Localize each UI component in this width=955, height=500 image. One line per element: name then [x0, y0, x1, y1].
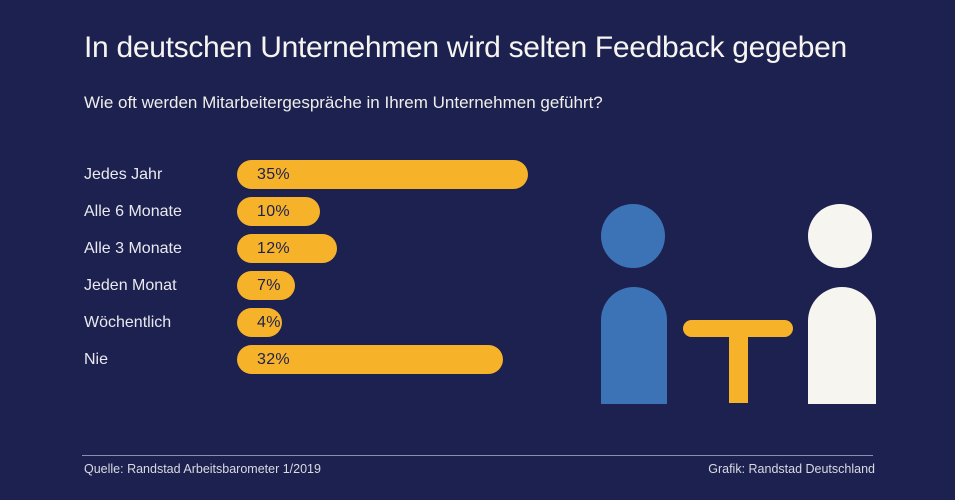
- bar: 10%: [237, 197, 320, 226]
- chart-row: Alle 3 Monate 12%: [84, 234, 528, 263]
- category-label: Wöchentlich: [84, 313, 172, 331]
- bar: 35%: [237, 160, 528, 189]
- person-white-body-icon: [808, 287, 876, 404]
- bar: 32%: [237, 345, 503, 374]
- chart-row: Alle 6 Monate 10%: [84, 197, 528, 226]
- chart-row: Wöchentlich 4%: [84, 308, 528, 337]
- page-title: In deutschen Unternehmen wird selten Fee…: [84, 31, 847, 64]
- person-white-head-icon: [808, 204, 872, 268]
- category-label: Alle 3 Monate: [84, 239, 182, 257]
- footer-divider: [82, 455, 873, 456]
- bar: 4%: [237, 308, 282, 337]
- category-label: Jedes Jahr: [84, 165, 163, 183]
- person-blue-body-icon: [601, 287, 667, 404]
- chart-row: Jedes Jahr 35%: [84, 160, 528, 189]
- footer-source: Quelle: Randstad Arbeitsbarometer 1/2019: [84, 462, 321, 476]
- chart-question-subtitle: Wie oft werden Mitarbeitergespräche in I…: [84, 93, 603, 112]
- bar-value-label: 35%: [257, 165, 290, 183]
- bar: 12%: [237, 234, 337, 263]
- bar-value-label: 4%: [257, 313, 281, 331]
- table-top-icon: [683, 320, 793, 337]
- footer-credit: Grafik: Randstad Deutschland: [708, 462, 875, 476]
- chart-rows: Jedes Jahr 35% Alle 6 Monate 10% Alle 3 Mona…: [84, 160, 528, 374]
- category-label: Jeden Monat: [84, 276, 177, 294]
- table-stem-icon: [729, 334, 748, 403]
- bar: 7%: [237, 271, 295, 300]
- bar-value-label: 10%: [257, 202, 290, 220]
- bar-value-label: 32%: [257, 350, 290, 368]
- bar-value-label: 7%: [257, 276, 281, 294]
- chart-row: Jeden Monat 7%: [84, 271, 528, 300]
- category-label: Alle 6 Monate: [84, 202, 182, 220]
- chart-row: Nie 32%: [84, 345, 528, 374]
- category-label: Nie: [84, 350, 109, 368]
- person-blue-head-icon: [601, 204, 665, 268]
- bar-value-label: 12%: [257, 239, 290, 257]
